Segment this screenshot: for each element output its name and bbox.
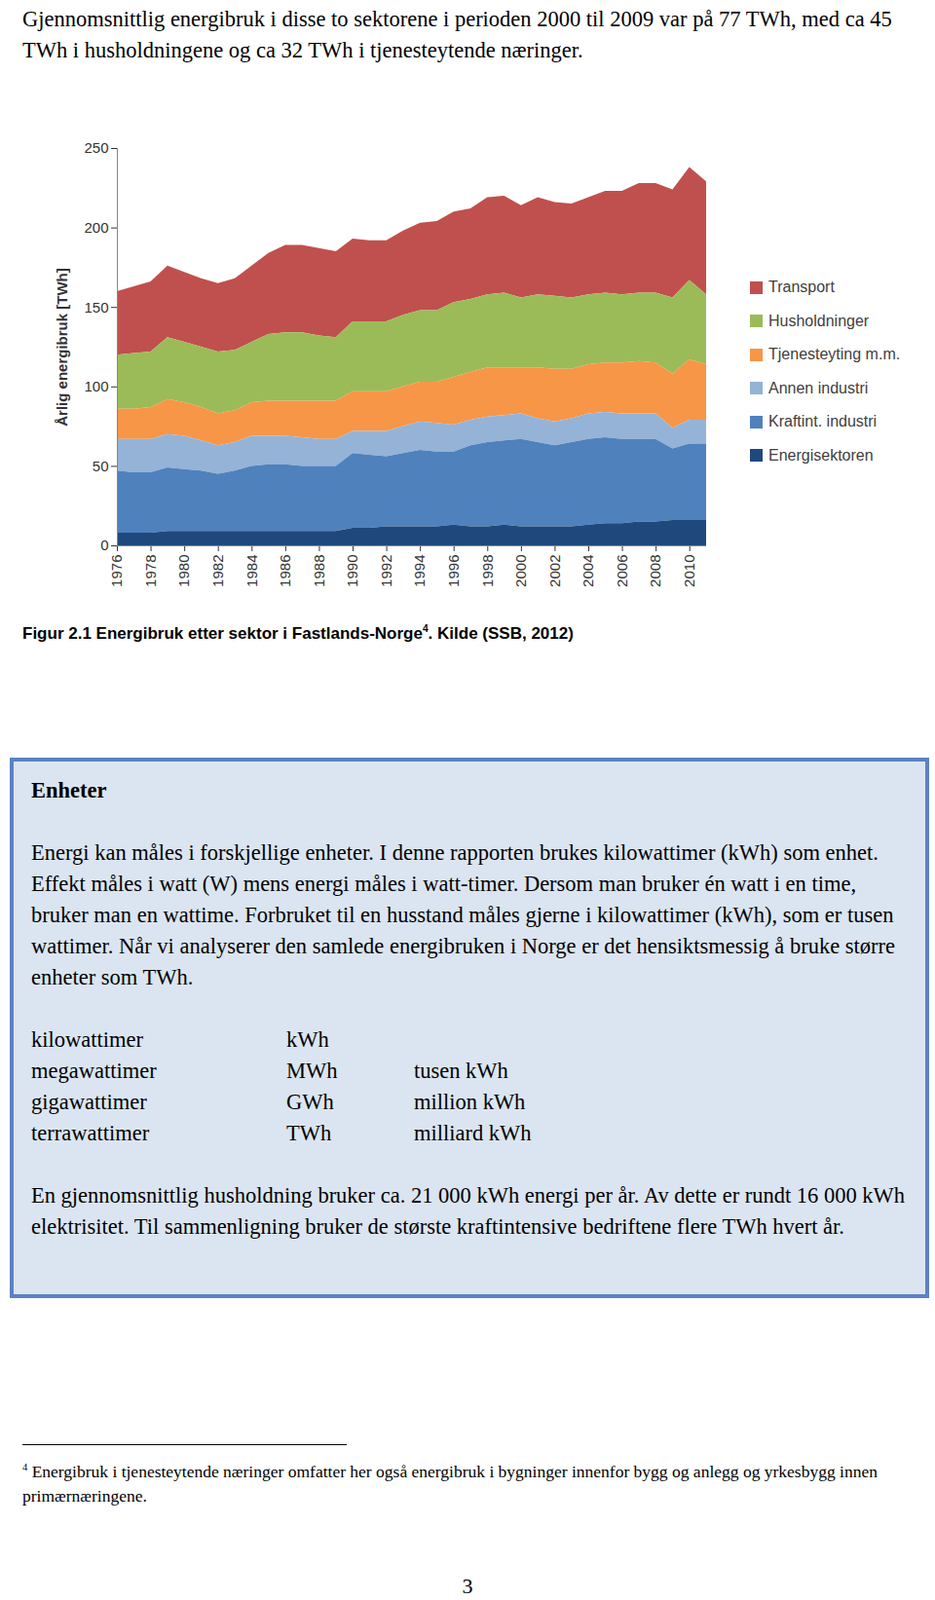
html-text:million kWh: million kWh — [413, 1089, 526, 1115]
html-text:kilowattimer: kilowattimer — [31, 1027, 144, 1052]
html-text:kWh: kWh — [286, 1027, 330, 1052]
svg-text:1988: 1988 — [310, 555, 328, 588]
svg-text:0: 0 — [100, 536, 109, 554]
html-text:Gjennomsnittlig energibruk i d: Gjennomsnittlig energibruk i disse to se… — [22, 6, 892, 63]
html-text:terrawattimer: terrawattimer — [31, 1121, 150, 1146]
html-text:MWh: MWh — [286, 1058, 338, 1084]
html-text:Tjenesteyting m.m.: Tjenesteyting m.m. — [768, 346, 901, 363]
svg-text:2002: 2002 — [546, 555, 563, 588]
html-text:milliard kWh: milliard kWh — [413, 1121, 532, 1146]
svg-text:100: 100 — [83, 377, 109, 395]
html-text:Kraftint. industri: Kraftint. industri — [768, 413, 877, 430]
svg-text:1998: 1998 — [479, 555, 496, 588]
html-text:Energisektoren: Energisektoren — [768, 446, 874, 464]
svg-text:1978: 1978 — [142, 555, 159, 588]
html-text:4Energibruk i tjenesteytende n: 4Energibruk i tjenesteytende næringer om… — [22, 1461, 878, 1506]
html-text:TWh: TWh — [286, 1121, 332, 1146]
html-text:gigawattimer: gigawattimer — [31, 1089, 147, 1115]
html-text:Annen industri: Annen industri — [768, 379, 869, 397]
html-text:Energi kan måles i forskjellig: Energi kan måles i forskjellige enheter.… — [31, 840, 896, 990]
svg-text:2006: 2006 — [613, 555, 631, 588]
svg-text:2000: 2000 — [512, 555, 529, 588]
svg-text:2010: 2010 — [680, 555, 698, 588]
html-text:Husholdninger: Husholdninger — [768, 312, 869, 330]
html-text:En gjennomsnittlig husholdning: En gjennomsnittlig husholdning bruker ca… — [31, 1183, 905, 1239]
svg-text:Årlig energibruk [TWh]: Årlig energibruk [TWh] — [53, 267, 71, 427]
svg-text:1984: 1984 — [243, 555, 261, 588]
html-text:tusen kWh: tusen kWh — [413, 1058, 509, 1084]
svg-text:1990: 1990 — [343, 555, 361, 588]
html-text:GWh: GWh — [286, 1089, 334, 1115]
svg-text:1980: 1980 — [175, 555, 192, 588]
svg-text:2004: 2004 — [579, 555, 597, 588]
svg-text:250: 250 — [83, 139, 109, 156]
svg-text:1982: 1982 — [209, 555, 226, 588]
html-text:megawattimer: megawattimer — [31, 1058, 157, 1084]
svg-text:2008: 2008 — [646, 555, 664, 588]
svg-text:1994: 1994 — [411, 555, 428, 588]
html-text:Transport: Transport — [768, 278, 835, 296]
svg-text:1986: 1986 — [276, 555, 294, 588]
html-text:Enheter: Enheter — [31, 778, 107, 803]
html-text:Figur 2.1 Energibruk etter sek: Figur 2.1 Energibruk etter sektor i Fast… — [22, 623, 574, 643]
svg-text:1992: 1992 — [377, 555, 395, 588]
svg-text:1976: 1976 — [108, 555, 125, 588]
svg-text:200: 200 — [83, 219, 109, 236]
svg-text:50: 50 — [92, 457, 110, 475]
html-text:3: 3 — [462, 1573, 473, 1599]
svg-text:1996: 1996 — [445, 555, 462, 588]
svg-text:150: 150 — [83, 299, 109, 316]
